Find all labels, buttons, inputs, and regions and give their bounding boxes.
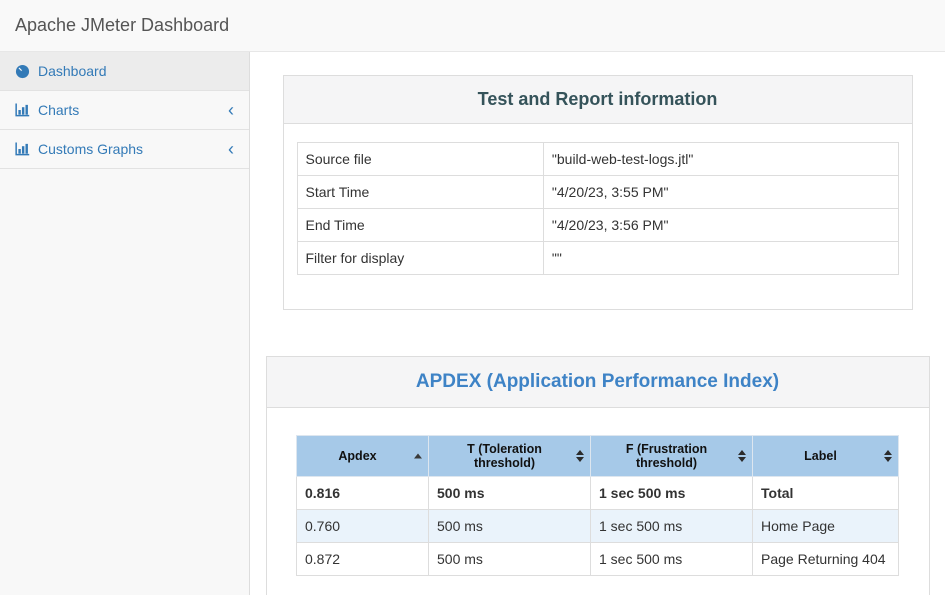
column-header-apdex[interactable]: Apdex (296, 435, 429, 477)
table-row: 0.760 500 ms 1 sec 500 ms Home Page (296, 509, 899, 543)
frustration-value: 1 sec 500 ms (590, 509, 753, 543)
test-report-info-panel: Test and Report information Source file … (282, 75, 913, 310)
column-header-frustration[interactable]: F (Frustration threshold) (590, 435, 753, 477)
sidebar-item-dashboard[interactable]: Dashboard (0, 52, 249, 91)
panel-body: Source file "build-web-test-logs.jtl" St… (284, 142, 912, 275)
table-header-row: Apdex T (Toleration threshold) F (Frustr… (296, 435, 899, 477)
column-header-label: Label (804, 449, 837, 463)
column-header-toleration[interactable]: T (Toleration threshold) (428, 435, 591, 477)
info-label: Filter for display (296, 241, 544, 275)
apdex-table: Apdex T (Toleration threshold) F (Frustr… (296, 435, 899, 576)
panel-body: Apdex T (Toleration threshold) F (Frustr… (267, 435, 929, 576)
table-row: 0.872 500 ms 1 sec 500 ms Page Returning… (296, 542, 899, 576)
info-value: "build-web-test-logs.jtl" (542, 142, 899, 176)
column-header-label: Apdex (338, 449, 377, 463)
sidebar-item-charts[interactable]: Charts ‹ (0, 91, 249, 130)
page-layout: Dashboard Charts ‹ (0, 52, 945, 595)
panel-title: Test and Report information (477, 89, 718, 109)
sidebar-item-customs-graphs[interactable]: Customs Graphs ‹ (0, 130, 249, 169)
app-title: Apache JMeter Dashboard (15, 15, 230, 35)
frustration-value: 1 sec 500 ms (590, 476, 753, 510)
test-report-info-table: Source file "build-web-test-logs.jtl" St… (296, 142, 899, 275)
apdex-value: 0.872 (296, 542, 429, 576)
column-header-label-col[interactable]: Label (752, 435, 899, 477)
top-navbar: Apache JMeter Dashboard (0, 0, 945, 52)
table-row-total: 0.816 500 ms 1 sec 500 ms Total (296, 476, 899, 510)
toleration-value: 500 ms (428, 509, 591, 543)
bar-chart-icon (15, 142, 30, 157)
sort-icon[interactable] (576, 450, 584, 462)
column-header-label: F (Frustration threshold) (625, 442, 708, 470)
apdex-panel: APDEX (Application Performance Index) Ap… (265, 356, 930, 595)
table-row: End Time "4/20/23, 3:56 PM" (296, 208, 899, 242)
info-value: "4/20/23, 3:55 PM" (542, 175, 899, 209)
info-label: Start Time (296, 175, 544, 209)
table-row: Filter for display "" (296, 241, 899, 275)
sidebar-item-label: Dashboard (38, 63, 107, 79)
label-value: Total (752, 476, 899, 510)
frustration-value: 1 sec 500 ms (590, 542, 753, 576)
column-header-label: T (Toleration threshold) (467, 442, 542, 470)
sort-icon[interactable] (414, 453, 422, 459)
dashboard-icon (15, 64, 30, 79)
table-row: Start Time "4/20/23, 3:55 PM" (296, 175, 899, 209)
info-label: End Time (296, 208, 544, 242)
chevron-left-icon[interactable]: ‹ (228, 139, 234, 159)
apdex-value: 0.816 (296, 476, 429, 510)
chevron-left-icon[interactable]: ‹ (228, 100, 234, 120)
label-value: Page Returning 404 (752, 542, 899, 576)
sort-icon[interactable] (738, 450, 746, 462)
toleration-value: 500 ms (428, 542, 591, 576)
panel-title: APDEX (Application Performance Index) (415, 371, 780, 392)
info-value: "" (542, 241, 899, 275)
table-row: Source file "build-web-test-logs.jtl" (296, 142, 899, 176)
apdex-value: 0.760 (296, 509, 429, 543)
sidebar-item-label: Customs Graphs (38, 141, 144, 157)
info-label: Source file (296, 142, 544, 176)
main-content: Test and Report information Source file … (250, 52, 945, 595)
toleration-value: 500 ms (428, 476, 591, 510)
sidebar-item-label: Charts (38, 102, 80, 118)
info-value: "4/20/23, 3:56 PM" (542, 208, 899, 242)
sort-icon[interactable] (884, 450, 892, 462)
panel-heading: Test and Report information (283, 76, 912, 124)
sidebar: Dashboard Charts ‹ (0, 52, 250, 595)
panel-heading: APDEX (Application Performance Index) (266, 357, 929, 408)
label-value: Home Page (752, 509, 899, 543)
bar-chart-icon (15, 103, 30, 118)
